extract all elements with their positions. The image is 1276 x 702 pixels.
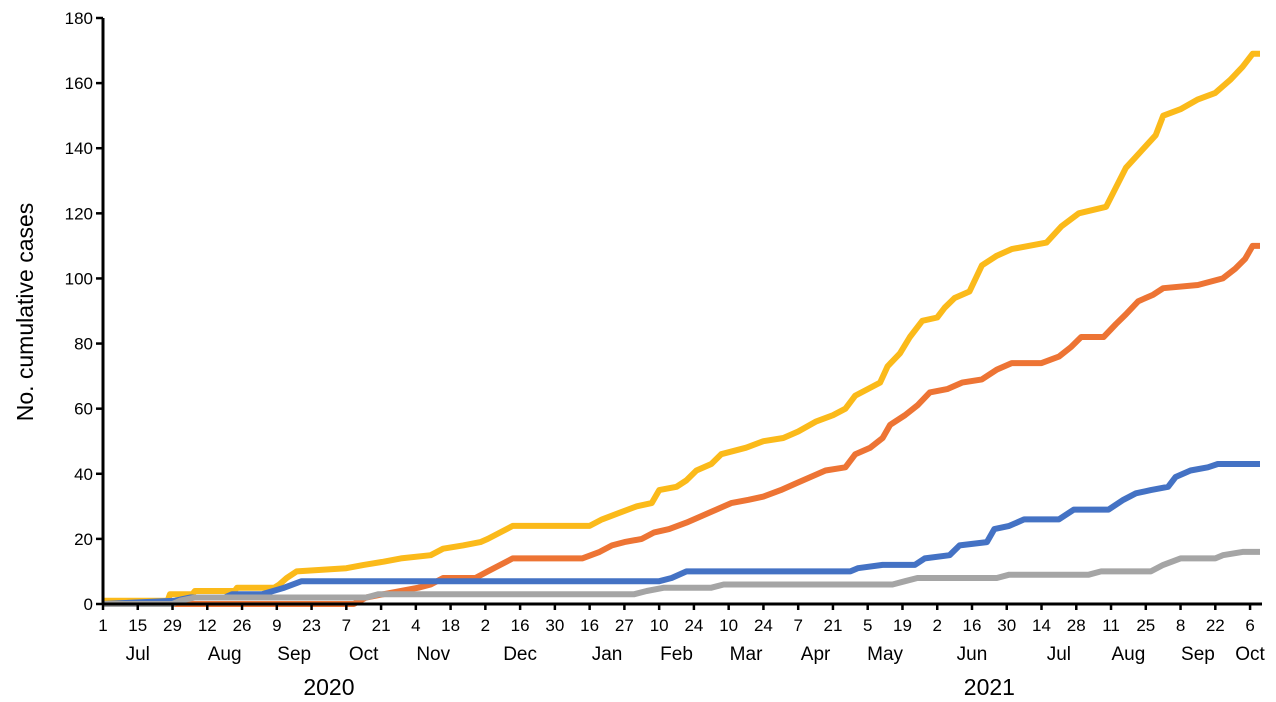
- x-tick-label: 30: [545, 616, 564, 635]
- series-line-2: [103, 242, 1260, 607]
- y-tick-label: 140: [65, 139, 93, 158]
- month-label: Jan: [592, 644, 623, 665]
- x-tick-label: 4: [411, 616, 420, 635]
- month-label: Sep: [277, 644, 311, 665]
- y-tick-label: 40: [74, 465, 93, 484]
- x-tick-label: 10: [719, 616, 738, 635]
- x-tick-label: 10: [650, 616, 669, 635]
- x-tick-label: 12: [198, 616, 217, 635]
- x-tick-label: 15: [128, 616, 147, 635]
- x-tick-label: 23: [302, 616, 321, 635]
- x-tick-label: 16: [580, 616, 599, 635]
- x-tick-label: 2: [481, 616, 490, 635]
- axes-layer: [101, 18, 1262, 606]
- month-label: Aug: [208, 644, 242, 665]
- series-line-3: [102, 461, 1260, 607]
- month-label: Jul: [126, 644, 150, 665]
- y-tick-label: 60: [74, 400, 93, 419]
- year-label: 2021: [964, 674, 1015, 700]
- month-label: Aug: [1112, 644, 1146, 665]
- y-tick-label: 120: [65, 204, 93, 223]
- month-label: Feb: [660, 644, 693, 665]
- y-tick-label: 80: [74, 335, 93, 354]
- x-tick-label: 24: [754, 616, 773, 635]
- x-tick-label: 5: [863, 616, 872, 635]
- x-tick-label: 18: [441, 616, 460, 635]
- x-tick-label: 9: [272, 616, 281, 635]
- series-line-1: [103, 50, 1260, 604]
- x-tick-label: 30: [997, 616, 1016, 635]
- y-tick-label: 20: [74, 530, 93, 549]
- x-tick-label: 21: [372, 616, 391, 635]
- x-tick-label: 28: [1067, 616, 1086, 635]
- month-label: Sep: [1181, 644, 1215, 665]
- x-tick-label: 24: [684, 616, 703, 635]
- x-tick-label: 16: [511, 616, 530, 635]
- x-tick-label: 7: [793, 616, 802, 635]
- x-tick-label: 2: [932, 616, 941, 635]
- x-tick-label: 26: [233, 616, 252, 635]
- x-tick-label: 21: [823, 616, 842, 635]
- month-label: Dec: [503, 644, 537, 665]
- series-line-4: [103, 548, 1260, 607]
- x-tick-label: 1: [98, 616, 107, 635]
- month-label: May: [867, 644, 903, 665]
- month-label: Apr: [801, 644, 831, 665]
- x-tick-label: 6: [1245, 616, 1254, 635]
- x-ticks-layer: 1 15 29 12 26 9 23 7 21 4 18 2 16 30 16 27 10 24 10 24 7 21 5 1…: [98, 604, 1255, 635]
- x-tick-label: 11: [1102, 616, 1120, 635]
- x-tick-label: 27: [615, 616, 634, 635]
- x-tick-label: 14: [1032, 616, 1051, 635]
- month-label: Nov: [416, 644, 450, 665]
- y-ticks-layer: 0 20 40 60 80 100 120 140 160 180: [65, 9, 103, 614]
- y-axis-label: No. cumulative cases: [12, 203, 38, 422]
- year-label: 2020: [303, 674, 354, 700]
- month-label: Mar: [730, 644, 763, 665]
- month-label: Jun: [957, 644, 988, 665]
- year-labels-layer: 2020 2021: [303, 674, 1015, 700]
- x-tick-label: 29: [163, 616, 182, 635]
- month-label: Jul: [1047, 644, 1071, 665]
- month-labels-layer: Jul Aug Sep Oct Nov Dec Jan Feb Mar Apr May Jun Jul A…: [126, 644, 1266, 665]
- x-tick-label: 25: [1136, 616, 1155, 635]
- x-tick-label: 19: [893, 616, 912, 635]
- series-layer: [102, 50, 1260, 607]
- x-tick-label: 22: [1206, 616, 1225, 635]
- month-label: Oct: [349, 644, 379, 665]
- x-tick-label: 8: [1176, 616, 1185, 635]
- y-tick-label: 100: [65, 269, 93, 288]
- x-tick-label: 7: [342, 616, 351, 635]
- y-tick-label: 180: [65, 9, 93, 28]
- month-label: Oct: [1235, 644, 1265, 665]
- y-tick-label: 0: [84, 595, 93, 614]
- x-tick-label: 16: [963, 616, 982, 635]
- y-tick-label: 160: [65, 74, 93, 93]
